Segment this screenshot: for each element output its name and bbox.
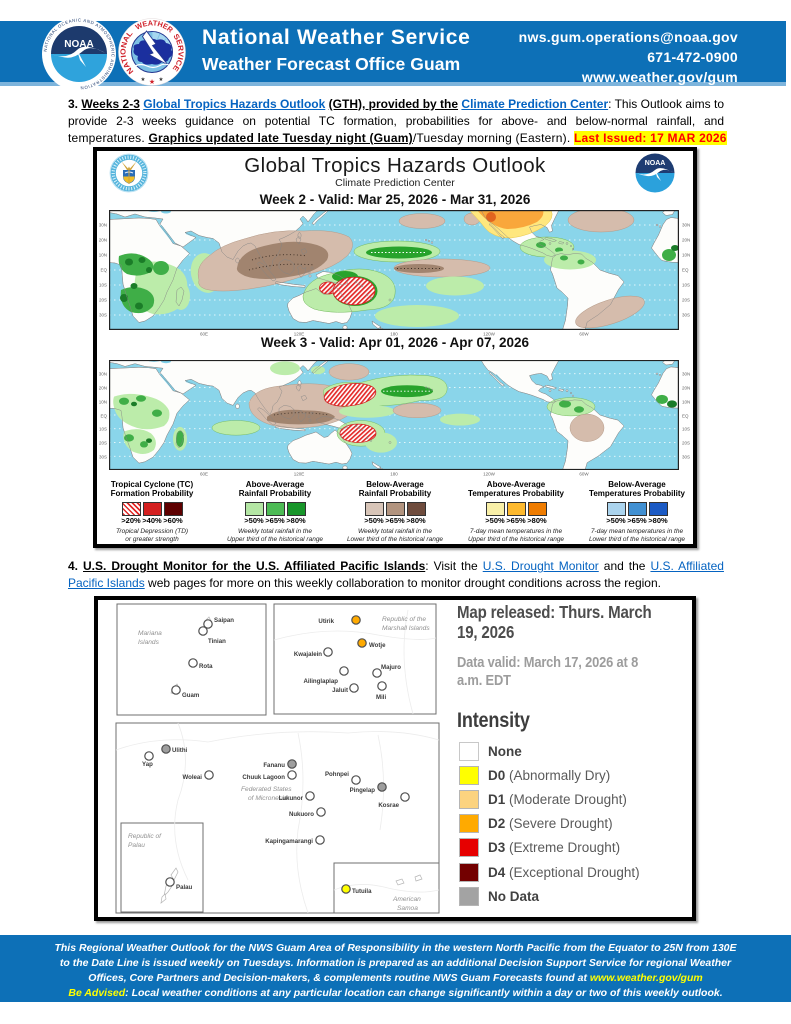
svg-text:Pohnpei: Pohnpei [325, 771, 349, 778]
svg-text:30S: 30S [99, 313, 107, 318]
svg-text:30N: 30N [682, 223, 690, 228]
svg-text:Woleai: Woleai [182, 774, 202, 781]
svg-text:Jaluit: Jaluit [332, 687, 348, 694]
svg-text:American: American [392, 896, 421, 903]
svg-text:10S: 10S [682, 427, 690, 432]
svg-text:Tinian: Tinian [208, 638, 226, 645]
svg-text:60E: 60E [200, 332, 208, 337]
svg-text:★: ★ [159, 76, 164, 83]
svg-text:of Micronesia: of Micronesia [248, 795, 288, 802]
svg-text:Chuuk Lagoon: Chuuk Lagoon [242, 774, 285, 781]
svg-text:10S: 10S [682, 283, 690, 288]
svg-text:20N: 20N [99, 238, 107, 243]
svg-text:20S: 20S [682, 298, 690, 303]
svg-text:10S: 10S [99, 427, 107, 432]
svg-text:120W: 120W [483, 472, 496, 477]
svg-text:10N: 10N [682, 253, 690, 258]
svg-text:30N: 30N [99, 223, 107, 228]
svg-text:EQ: EQ [682, 268, 689, 273]
svg-text:60W: 60W [579, 332, 589, 337]
svg-text:Islands: Islands [138, 639, 160, 646]
svg-text:Lukunor: Lukunor [279, 795, 304, 802]
svg-text:30S: 30S [682, 313, 690, 318]
svg-text:★: ★ [149, 78, 155, 86]
svg-text:10N: 10N [99, 253, 107, 258]
svg-text:Guam: Guam [182, 692, 200, 699]
svg-text:20S: 20S [99, 298, 107, 303]
svg-text:20N: 20N [99, 386, 107, 391]
svg-text:30N: 30N [682, 372, 690, 377]
svg-text:120E: 120E [294, 332, 305, 337]
svg-text:10N: 10N [99, 400, 107, 405]
svg-text:NOAA: NOAA [64, 39, 93, 50]
svg-text:60W: 60W [579, 472, 589, 477]
svg-text:Ulithi: Ulithi [172, 747, 188, 754]
svg-text:Nukuoro: Nukuoro [289, 811, 314, 818]
svg-text:Pingelap: Pingelap [350, 787, 376, 794]
svg-text:Fananu: Fananu [263, 762, 285, 769]
svg-text:10N: 10N [682, 400, 690, 405]
svg-text:Kapingamarangi: Kapingamarangi [265, 838, 313, 845]
svg-text:30S: 30S [99, 455, 107, 460]
svg-text:EQ: EQ [100, 268, 107, 273]
svg-text:Saipan: Saipan [214, 617, 234, 624]
svg-text:Tutuila: Tutuila [352, 888, 372, 895]
svg-text:Mariana: Mariana [138, 630, 162, 637]
svg-text:Samoa: Samoa [397, 905, 418, 912]
svg-text:Federated States: Federated States [241, 786, 292, 793]
svg-text:120E: 120E [294, 472, 305, 477]
svg-text:Palau: Palau [176, 884, 193, 891]
svg-text:120W: 120W [483, 332, 496, 337]
svg-text:20S: 20S [682, 441, 690, 446]
svg-text:★: ★ [141, 76, 146, 83]
svg-text:180: 180 [390, 472, 398, 477]
svg-text:20N: 20N [682, 238, 690, 243]
svg-text:60E: 60E [200, 472, 208, 477]
svg-text:30S: 30S [682, 455, 690, 460]
svg-text:Utirik: Utirik [318, 618, 334, 625]
svg-text:Marshall Islands: Marshall Islands [382, 625, 430, 632]
svg-text:180: 180 [390, 332, 398, 337]
svg-text:Republic of: Republic of [128, 833, 162, 840]
svg-text:Republic of the: Republic of the [382, 616, 426, 623]
svg-text:Wotje: Wotje [369, 642, 386, 649]
svg-text:EQ: EQ [682, 414, 689, 419]
svg-text:Ailinglaplap: Ailinglaplap [303, 678, 338, 685]
svg-text:Rota: Rota [199, 663, 213, 670]
svg-text:Yap: Yap [142, 761, 153, 768]
svg-text:30N: 30N [99, 372, 107, 377]
svg-text:Kosrae: Kosrae [378, 802, 399, 809]
svg-text:EQ: EQ [100, 414, 107, 419]
svg-text:Palau: Palau [128, 842, 145, 849]
svg-text:10S: 10S [99, 283, 107, 288]
svg-text:20N: 20N [682, 386, 690, 391]
svg-text:Mili: Mili [376, 694, 386, 701]
svg-text:Majuro: Majuro [381, 664, 401, 671]
svg-text:20S: 20S [99, 441, 107, 446]
svg-text:NOAA: NOAA [645, 160, 666, 167]
svg-text:Kwajalein: Kwajalein [294, 651, 322, 658]
